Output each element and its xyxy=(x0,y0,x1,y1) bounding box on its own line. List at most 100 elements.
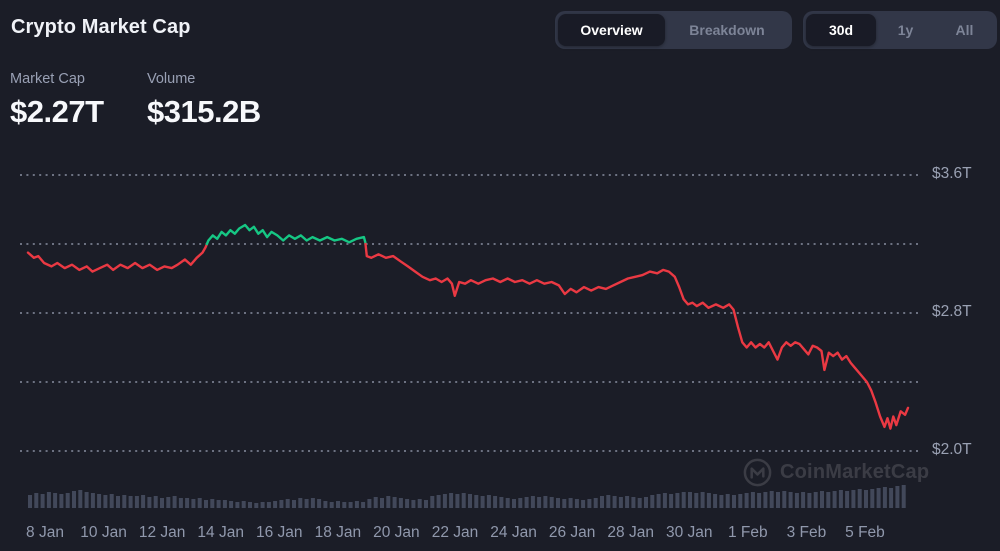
volume-bar xyxy=(141,495,146,508)
volume-bar xyxy=(505,498,510,508)
volume-bar xyxy=(820,491,824,508)
volume-bar xyxy=(901,485,906,508)
x-axis-label: 16 Jan xyxy=(255,524,303,541)
volume-bar xyxy=(832,491,837,508)
volume-bar xyxy=(134,496,139,508)
volume-bar xyxy=(222,500,227,508)
volume-bar xyxy=(103,495,108,508)
volume-bar xyxy=(732,495,736,508)
volume-bar xyxy=(461,493,466,508)
volume-bar xyxy=(606,495,611,508)
volume-bar xyxy=(813,492,818,508)
y-axis-label: $3.6T xyxy=(932,165,972,182)
volume-bar xyxy=(373,497,378,508)
volume-bar xyxy=(386,496,391,508)
volume-bar xyxy=(725,494,730,508)
volume-bar xyxy=(568,498,573,508)
range-1y-button[interactable]: 1y xyxy=(876,14,935,46)
volume-bar xyxy=(84,492,89,508)
market-cap-stat: Market Cap $2.27T xyxy=(10,71,104,130)
volume-bar xyxy=(474,495,479,508)
volume-bar xyxy=(329,502,334,508)
volume-bar xyxy=(260,502,265,508)
x-axis-label: 12 Jan xyxy=(138,524,186,541)
price-line-down-segment xyxy=(26,242,209,273)
volume-bar xyxy=(706,493,711,508)
volume-bar xyxy=(317,499,322,508)
volume-bar xyxy=(600,496,604,508)
volume-bar xyxy=(78,490,83,508)
volume-bar xyxy=(801,492,806,508)
volume-bar xyxy=(688,492,692,508)
volume-bar xyxy=(656,494,661,508)
tab-overview[interactable]: Overview xyxy=(558,14,665,46)
volume-bar xyxy=(480,496,485,508)
volume-bar xyxy=(455,494,460,508)
volume-bar xyxy=(807,493,812,508)
volume-bar xyxy=(392,497,397,508)
volume-bar xyxy=(681,492,686,508)
volume-bar xyxy=(65,493,70,508)
volume-bar xyxy=(367,499,372,508)
volume-bar xyxy=(46,492,51,508)
volume-bar xyxy=(631,497,636,508)
volume-bar xyxy=(876,488,881,508)
market-cap-label: Market Cap xyxy=(10,71,85,87)
volume-bar xyxy=(524,497,529,508)
range-all-button[interactable]: All xyxy=(935,14,994,46)
volume-bar xyxy=(122,495,127,508)
volume-bar xyxy=(235,502,240,508)
volume-bar xyxy=(644,497,648,508)
tab-breakdown[interactable]: Breakdown xyxy=(665,14,789,46)
volume-bar xyxy=(273,501,278,508)
volume-bar xyxy=(248,502,252,508)
volume-bar xyxy=(97,494,102,508)
volume-bar xyxy=(197,498,202,508)
volume-bar xyxy=(593,498,598,508)
x-axis-label: 5 Feb xyxy=(845,524,885,541)
volume-bar xyxy=(109,494,114,508)
range-30d-button[interactable]: 30d xyxy=(806,14,876,46)
volume-bar xyxy=(838,490,843,508)
volume-bar xyxy=(549,497,554,508)
x-axis-label: 8 Jan xyxy=(26,524,64,541)
price-line-down-segment xyxy=(364,242,910,430)
volume-bar xyxy=(738,494,743,508)
x-axis-label: 14 Jan xyxy=(197,524,244,541)
x-axis-label: 26 Jan xyxy=(548,524,596,541)
volume-bar xyxy=(417,499,422,508)
volume-bar xyxy=(336,501,340,508)
volume-bar xyxy=(486,495,491,508)
volume-bar xyxy=(53,493,58,508)
volume-bar xyxy=(380,498,384,508)
range-toggle: 30d 1y All xyxy=(803,11,997,49)
volume-bar xyxy=(185,498,190,508)
volume-value: $315.2B xyxy=(147,94,261,129)
volume-bar xyxy=(304,499,309,508)
volume-bar xyxy=(537,497,542,508)
volume-bar xyxy=(254,503,259,508)
volume-bar xyxy=(700,492,705,508)
volume-bar xyxy=(675,493,680,508)
y-axis-label: $2.0T xyxy=(932,441,972,458)
volume-bar xyxy=(637,498,642,508)
volume-bar xyxy=(40,494,45,508)
volume-bar xyxy=(499,497,504,508)
volume-bar xyxy=(713,494,718,508)
x-axis-label: 10 Jan xyxy=(80,524,127,541)
x-axis-label: 30 Jan xyxy=(665,524,713,541)
volume-bar xyxy=(750,492,755,508)
volume-bar xyxy=(266,502,271,508)
volume-bar xyxy=(292,500,296,508)
volume-bar xyxy=(851,490,856,508)
volume-bar xyxy=(204,500,208,508)
volume-bar xyxy=(612,496,617,508)
volume-bar xyxy=(348,502,353,508)
volume-bar xyxy=(889,488,894,508)
price-line-up-segment xyxy=(205,223,367,246)
volume-bar xyxy=(436,495,441,508)
volume-bar xyxy=(776,492,780,508)
volume-bar xyxy=(285,499,290,508)
volume-bar xyxy=(788,492,793,508)
